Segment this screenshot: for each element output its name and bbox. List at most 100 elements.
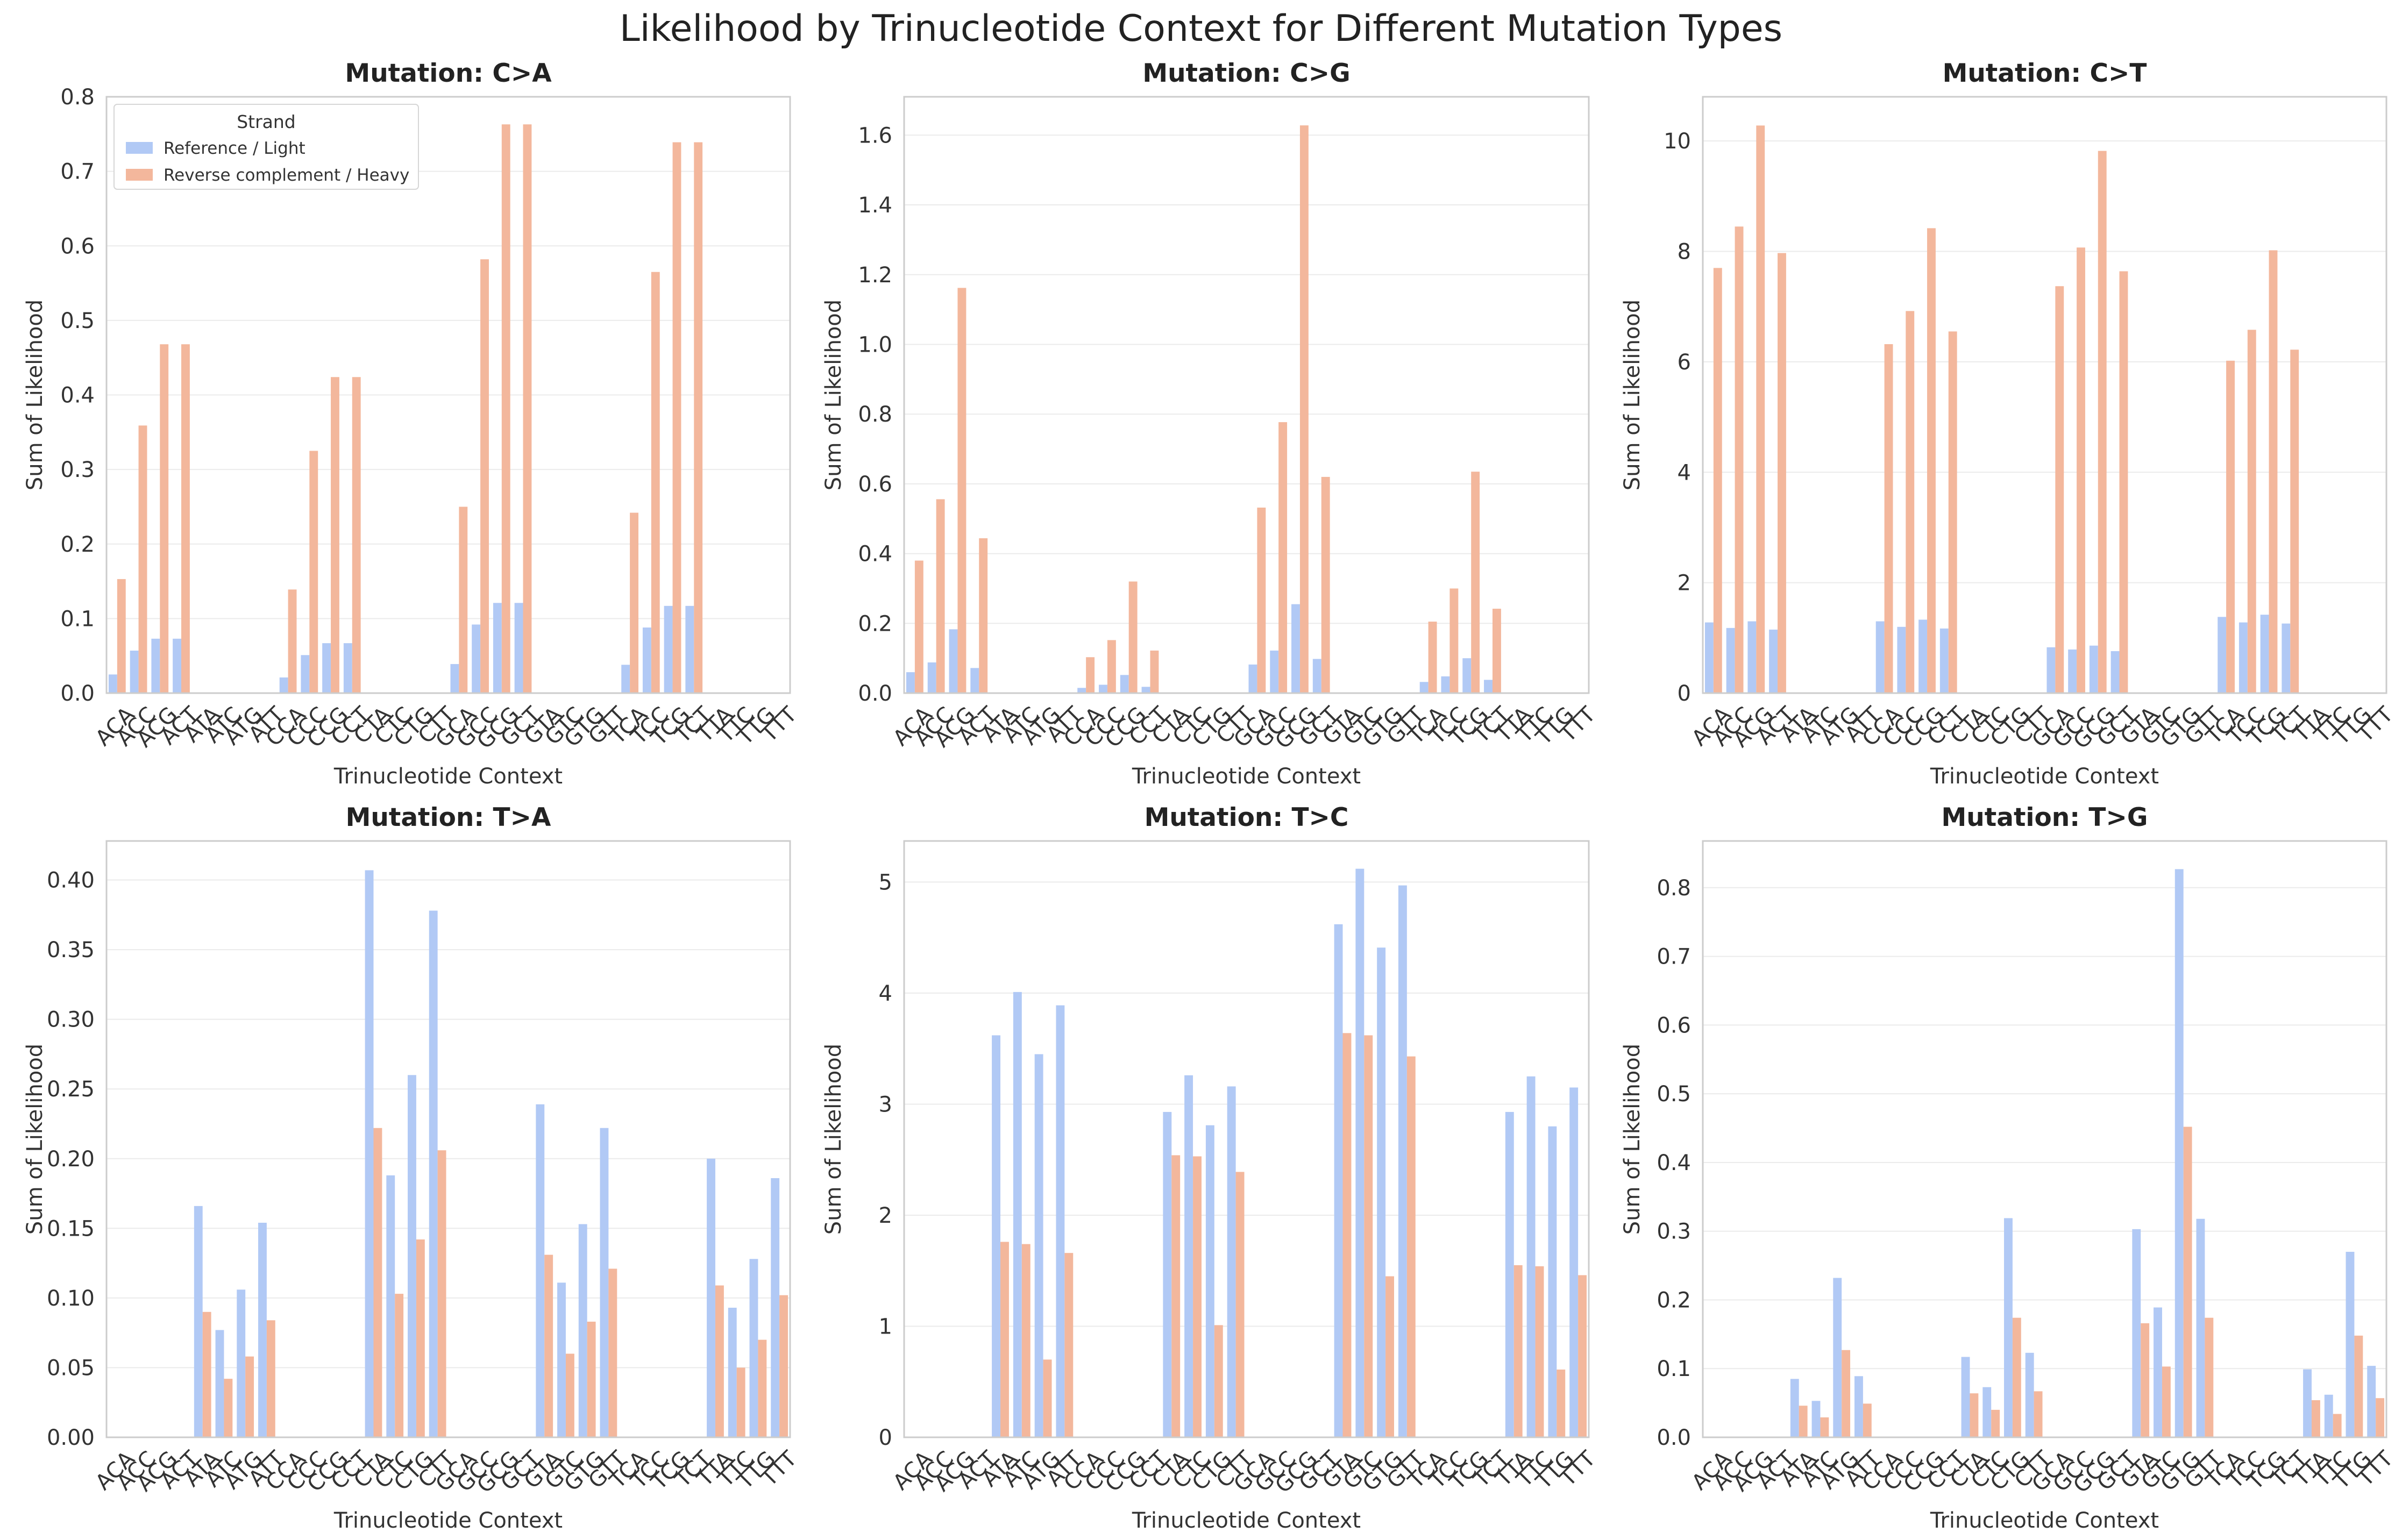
bar-reverse-GCA [1257,507,1266,693]
plot-frame [105,840,791,1438]
bar-reverse-CTG [416,1239,425,1437]
bar-reference-CTC [1982,1387,1992,1437]
bar-reverse-CCC [1906,311,1915,693]
x-axis-label: Trinucleotide Context [1132,1508,1361,1533]
bar-reference-CTA [365,870,374,1437]
bar-reverse-CCT [352,377,361,693]
bar-reference-TCA [2218,617,2227,693]
bar-reference-ATC [215,1330,224,1437]
bar-reverse-GCC [1278,422,1288,693]
bar-reference-ATA [194,1206,203,1437]
y-tick-label: 8 [1678,240,1691,265]
y-tick-label: 0.5 [60,309,95,333]
subplot-title: Mutation: C>G [1142,59,1350,88]
bar-reference-CTT [1227,1086,1236,1437]
bar-reverse-CTT [1235,1172,1245,1437]
y-axis-label: Sum of Likelihood [23,1044,47,1235]
bar-reference-ACA [906,672,915,693]
bar-reverse-ACA [117,579,126,693]
bar-reference-GTC [557,1282,566,1437]
bar-reverse-TTC [736,1367,745,1437]
bar-reverse-ACT [979,538,988,693]
y-tick-label: 0.40 [47,868,95,893]
y-tick-label: 0.25 [47,1077,95,1102]
bar-reverse-CCG [1128,581,1138,693]
bar-reference-GCC [1270,650,1279,693]
bar-reference-TCA [621,665,630,693]
bar-reverse-ATG [245,1356,254,1437]
x-axis-label: Trinucleotide Context [1930,764,2159,789]
subplot-3: 0.000.050.100.150.200.250.300.350.40ACAA… [23,803,802,1533]
bar-reference-ATT [1056,1005,1065,1437]
bar-reverse-CTG [1214,1325,1223,1437]
bar-reverse-ATT [266,1320,275,1437]
bar-reference-CCC [1099,685,1107,693]
y-tick-label: 0.8 [60,85,95,110]
bar-reference-CCG [322,643,331,693]
bar-reverse-ACG [1756,125,1765,694]
y-tick-label: 0.7 [1657,945,1691,969]
y-tick-label: 0.10 [47,1286,95,1311]
y-tick-label: 0.8 [1657,876,1691,901]
y-tick-label: 0.0 [1657,1425,1691,1450]
y-tick-label: 1.2 [858,263,892,288]
bar-reverse-ATG [1842,1350,1851,1437]
bar-reverse-ACT [1778,253,1786,693]
legend-box [113,104,419,190]
y-tick-label: 0.05 [47,1356,95,1380]
plot-frame [1702,840,2387,1438]
bar-reference-GCT [1312,659,1321,693]
y-tick-label: 0.4 [858,542,892,567]
bar-reference-TTT [771,1178,780,1437]
bar-reference-GTT [1398,885,1407,1437]
bar-reference-CCT [1939,628,1949,693]
bar-reverse-TTT [2376,1398,2385,1437]
bar-reference-CCT [1141,687,1150,693]
bar-reference-CCA [1875,621,1885,693]
bar-reference-TTA [707,1158,715,1437]
bar-reverse-TTT [779,1295,788,1437]
y-tick-label: 0.3 [60,458,95,482]
subplot-4: 012345ACAACCACGACTATAATCATGATTCCACCCCCGC… [821,803,1601,1533]
bar-reference-TCC [642,628,651,693]
y-tick-label: 0.1 [1657,1357,1691,1381]
bar-reference-CCA [279,677,288,693]
y-tick-label: 0.2 [1657,1288,1691,1313]
y-tick-label: 0.4 [60,383,95,408]
bar-reverse-ATA [202,1311,211,1437]
bar-reverse-CTA [1171,1155,1181,1437]
subplot-5: 0.00.10.20.30.40.50.60.70.8ACAACCACGACTA… [1620,803,2398,1533]
bar-reference-GCA [1248,664,1257,693]
bar-reverse-ACC [138,425,147,693]
bar-reference-ACG [1747,621,1757,693]
legend-entry: Reference / Light [164,139,305,158]
bar-reverse-TTA [715,1285,724,1437]
bar-reference-TTT [1569,1087,1579,1437]
bar-reverse-GCT [1321,476,1330,693]
bar-reference-ATG [1833,1278,1842,1437]
bar-reverse-ACC [1735,226,1744,693]
y-axis-label: Sum of Likelihood [821,1044,846,1235]
bar-reference-GTC [2154,1307,2162,1437]
bar-reference-GTG [2174,869,2184,1437]
bar-reverse-CTC [395,1294,404,1437]
bar-reverse-CTA [1970,1393,1979,1437]
legend-entry: Reverse complement / Heavy [164,166,409,185]
y-tick-label: 0.7 [60,160,95,184]
y-tick-label: 10 [1664,129,1691,154]
bar-reverse-GTA [1342,1033,1352,1437]
bar-reference-ACC [1726,628,1735,693]
y-tick-label: 0.0 [60,681,95,706]
y-tick-label: 4 [879,981,892,1006]
bar-reverse-TCT [694,142,703,693]
bar-reference-TCA [1419,682,1429,693]
bar-reverse-CTA [373,1128,382,1437]
bar-reference-ATC [1013,992,1022,1437]
bar-reference-TTG [1548,1126,1557,1437]
bar-reverse-TCA [630,512,638,693]
bar-reference-CCA [1077,688,1086,693]
y-tick-label: 6 [1678,350,1691,375]
subplot-2: 0246810ACAACCACGACTATAATCATGATTCCACCCCCG… [1620,59,2398,789]
bar-reverse-ACG [957,288,967,693]
bar-reverse-GCG [501,124,510,693]
